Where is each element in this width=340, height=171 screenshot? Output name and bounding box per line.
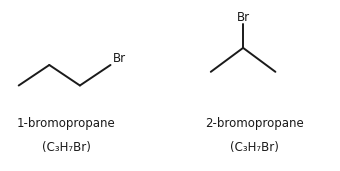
Text: (C₃H₇Br): (C₃H₇Br) (42, 141, 91, 154)
Text: Br: Br (113, 52, 126, 65)
Text: (C₃H₇Br): (C₃H₇Br) (230, 141, 279, 154)
Text: 2-bromopropane: 2-bromopropane (205, 117, 304, 130)
Text: Br: Br (237, 11, 250, 24)
Text: 1-bromopropane: 1-bromopropane (17, 117, 116, 130)
